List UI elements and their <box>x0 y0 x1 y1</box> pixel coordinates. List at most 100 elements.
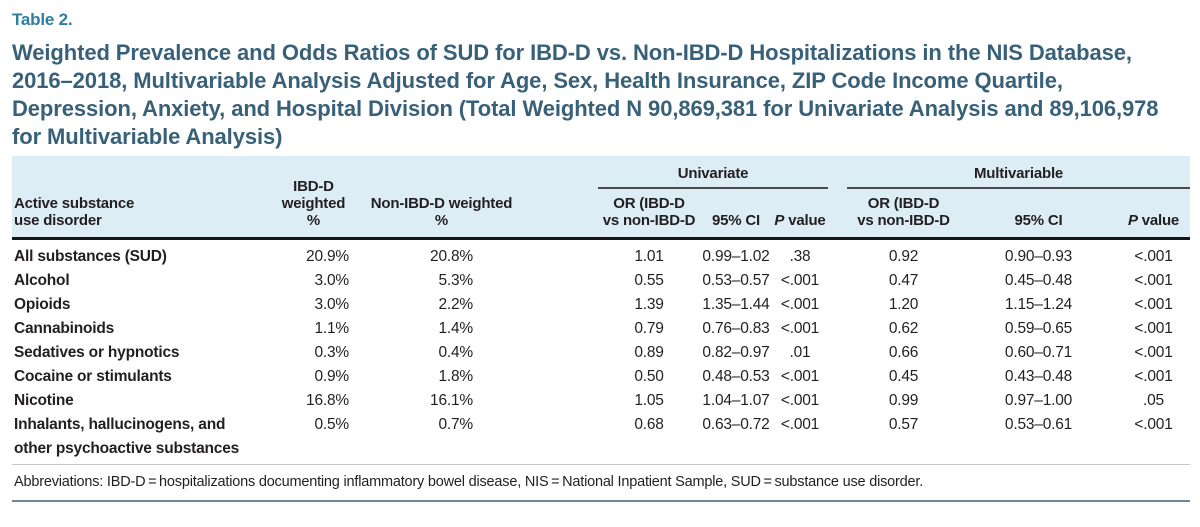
header-multivariable-ci: 95% CI <box>960 188 1117 240</box>
univariate-ci-value: 0.76–0.83 <box>702 320 770 337</box>
substance-name: Cocaine or stimulants <box>14 368 172 385</box>
ibdd-weighted-pct-value: 16.8% <box>306 392 349 409</box>
column-spacer <box>518 413 598 465</box>
non-ibdd-weighted-pct-value: 1.8% <box>438 368 473 385</box>
column-spacer <box>828 389 847 413</box>
ibdd-weighted-pct-value: 0.3% <box>314 344 349 361</box>
multivariable-ci-value: 0.60–0.71 <box>1004 344 1073 361</box>
ibdd-weighted-pct-value: 0.9% <box>314 368 349 385</box>
ibdd-weighted-pct-value: 3.0% <box>314 296 349 313</box>
table-row: All substances (SUD) 20.9% 20.8% 1.01 0.… <box>12 239 1190 270</box>
p-italic: P <box>774 212 785 229</box>
multivariable-ci-value: 0.59–0.65 <box>1004 320 1073 337</box>
header-ibdd-weighted-pct: IBD-D weighted % <box>262 156 365 240</box>
column-spacer <box>518 269 598 293</box>
column-spacer <box>828 365 847 389</box>
page: Table 2. Weighted Prevalence and Odds Ra… <box>12 10 1191 502</box>
table-row: Inhalants, hallucinogens, and other psyc… <box>12 413 1191 465</box>
column-spacer <box>828 293 847 317</box>
multivariable-p-value: <.001 <box>1134 368 1173 385</box>
group-header-multivariable: Multivariable <box>847 156 1191 189</box>
substance-name: Cannabinoids <box>14 320 115 337</box>
multivariable-p-value: <.001 <box>1134 320 1173 337</box>
column-spacer <box>518 389 598 413</box>
table-row: Cannabinoids 1.1% 1.4% 0.79 0.76–0.83 <.… <box>12 317 1190 341</box>
substance-name: All substances (SUD) <box>14 248 167 265</box>
table-row: Sedatives or hypnotics 0.3% 0.4% 0.89 0.… <box>12 341 1190 365</box>
univariate-ci-value: 0.53–0.57 <box>702 272 770 289</box>
non-ibdd-weighted-pct-value: 1.4% <box>438 320 473 337</box>
group-header-row: Active substance use disorder IBD-D weig… <box>12 156 1191 240</box>
table-header: Active substance use disorder IBD-D weig… <box>12 156 1191 240</box>
univariate-p-value: .38 <box>789 248 811 265</box>
univariate-or-value: 1.01 <box>634 248 664 265</box>
univariate-ci-value: 0.99–1.02 <box>702 248 770 265</box>
column-spacer <box>828 269 847 293</box>
univariate-p-value: .01 <box>789 344 811 361</box>
multivariable-p-value: <.001 <box>1134 248 1173 265</box>
univariate-p-value: <.001 <box>780 272 820 289</box>
column-spacer <box>828 156 847 240</box>
table-body: All substances (SUD) 20.9% 20.8% 1.01 0.… <box>12 239 1191 465</box>
column-spacer <box>518 341 598 365</box>
univariate-or-value: 1.39 <box>634 296 664 313</box>
univariate-or-value: 0.50 <box>634 368 664 385</box>
multivariable-ci-value: 0.43–0.48 <box>1004 368 1073 385</box>
table-title: Weighted Prevalence and Odds Ratios of S… <box>12 40 1159 149</box>
p-italic: P <box>1127 212 1138 229</box>
multivariable-or-value: 0.99 <box>888 392 919 409</box>
header-multivariable-p-value: P value <box>1117 188 1191 240</box>
multivariable-or-value: 1.20 <box>888 296 919 313</box>
substance-name: Sedatives or hypnotics <box>14 344 180 361</box>
univariate-p-value: <.001 <box>780 296 820 313</box>
multivariable-or-value: 0.66 <box>888 344 919 361</box>
multivariable-ci-value: 0.53–0.61 <box>960 413 1117 465</box>
column-header-row: OR (IBD-D vs non-IBD-D 95% CI P value OR… <box>12 188 1191 240</box>
header-active-substance: Active substance use disorder <box>12 156 262 240</box>
column-spacer <box>828 341 847 365</box>
column-spacer <box>518 156 598 240</box>
univariate-ci-value: 1.35–1.44 <box>702 296 770 313</box>
non-ibdd-weighted-pct-value: 0.7% <box>365 413 518 465</box>
header-univariate-p-value: P value <box>772 188 828 240</box>
column-spacer <box>828 413 847 465</box>
multivariable-p-value: <.001 <box>1134 272 1173 289</box>
non-ibdd-weighted-pct-value: 2.2% <box>438 296 473 313</box>
table-row: Opioids 3.0% 2.2% 1.39 1.35–1.44 <.001 1… <box>12 293 1190 317</box>
substance-name: Alcohol <box>14 272 70 289</box>
table-row: Nicotine 16.8% 16.1% 1.05 1.04–1.07 <.00… <box>12 389 1190 413</box>
multivariable-ci-value: 0.90–0.93 <box>1004 248 1073 265</box>
non-ibdd-weighted-pct-value: 16.1% <box>430 392 473 409</box>
multivariable-p-value: <.001 <box>1134 296 1173 313</box>
multivariable-or-value: 0.47 <box>888 272 919 289</box>
substance-name: Inhalants, hallucinogens, and other psyc… <box>12 413 262 465</box>
non-ibdd-weighted-pct-value: 20.8% <box>430 248 473 265</box>
substance-name: Opioids <box>14 296 71 313</box>
p-value-text: value <box>788 212 826 229</box>
table-row: Alcohol 3.0% 5.3% 0.55 0.53–0.57 <.001 0… <box>12 269 1190 293</box>
univariate-or-value: 0.55 <box>634 272 664 289</box>
univariate-p-value: <.001 <box>772 413 828 465</box>
univariate-ci-value: 0.82–0.97 <box>702 344 770 361</box>
p-value-text: value <box>1141 212 1180 229</box>
group-header-univariate: Univariate <box>598 156 828 189</box>
univariate-or-value: 0.89 <box>634 344 664 361</box>
multivariable-p-value: .05 <box>1143 392 1164 409</box>
header-univariate-ci: 95% CI <box>700 188 772 240</box>
ibdd-weighted-pct-value: 20.9% <box>306 248 349 265</box>
non-ibdd-weighted-pct-value: 5.3% <box>438 272 473 289</box>
results-table: Active substance use disorder IBD-D weig… <box>12 156 1191 465</box>
univariate-ci-value: 1.04–1.07 <box>702 392 770 409</box>
multivariable-p-value: <.001 <box>1134 344 1173 361</box>
univariate-p-value: <.001 <box>780 320 820 337</box>
multivariable-or-value: 0.45 <box>888 368 919 385</box>
table-row: Cocaine or stimulants 0.9% 1.8% 0.50 0.4… <box>12 365 1190 389</box>
ibdd-weighted-pct-value: 1.1% <box>314 320 349 337</box>
multivariable-or-value: 0.62 <box>888 320 919 337</box>
ibdd-weighted-pct-value: 0.5% <box>262 413 365 465</box>
univariate-ci-value: 0.63–0.72 <box>700 413 772 465</box>
univariate-or-value: 0.68 <box>598 413 700 465</box>
abbreviations-footnote: Abbreviations: IBD-D = hospitalizations … <box>12 465 1190 502</box>
multivariable-ci-value: 1.15–1.24 <box>1004 296 1073 313</box>
non-ibdd-weighted-pct-value: 0.4% <box>438 344 473 361</box>
